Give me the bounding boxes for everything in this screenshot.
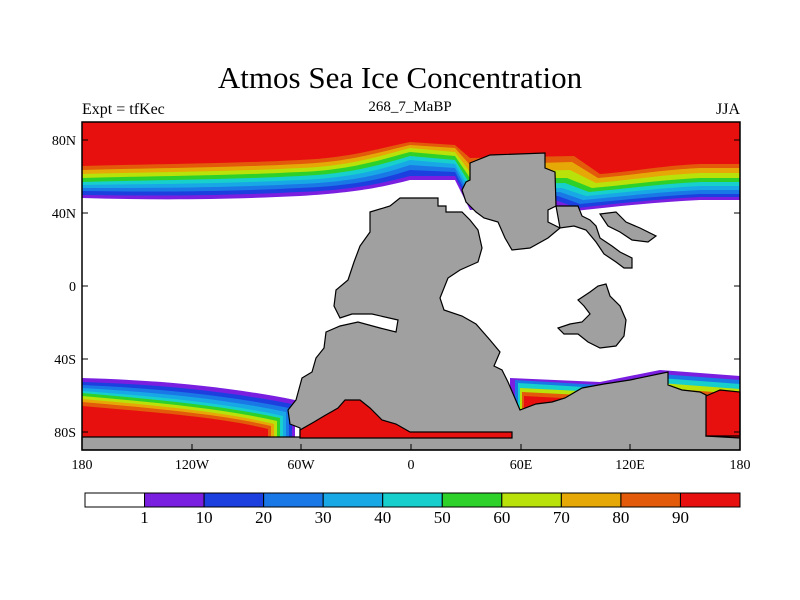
- lat-tick-0: 0: [69, 280, 76, 295]
- colorbar-swatch: [382, 492, 443, 508]
- colorbar-level-label: 30: [315, 508, 332, 527]
- colorbar-level-label: 70: [553, 508, 570, 527]
- lon-tick-0: 0: [408, 458, 415, 473]
- colorbar: 1 10 20 30 40 50 60 70 80 90: [84, 492, 741, 527]
- colorbar-level-label: 20: [255, 508, 272, 527]
- colorbar-swatch: [441, 492, 503, 508]
- lat-tick-80s: 80S: [54, 426, 76, 441]
- lon-tick-180w: 180: [72, 458, 93, 473]
- lon-tick-60w: 60W: [287, 458, 315, 473]
- experiment-label: Expt = tfKec: [82, 101, 165, 118]
- colorbar-level-label: 80: [612, 508, 629, 527]
- lat-tick-80n: 80N: [52, 134, 76, 149]
- east-island-1: [555, 205, 633, 269]
- lon-tick-180e: 180: [730, 458, 751, 473]
- southern-ice-pocket: [299, 399, 513, 439]
- northern-sea-ice: [82, 122, 740, 211]
- colorbar-swatch: [501, 492, 562, 508]
- east-island-3: [556, 283, 627, 349]
- colorbar-level-label: 1: [140, 508, 149, 527]
- east-island-2: [598, 211, 658, 243]
- map-title: Atmos Sea Ice Concentration: [217, 60, 583, 95]
- colorbar-swatch: [263, 492, 324, 508]
- season-label: JJA: [715, 101, 740, 118]
- lat-tick-40n: 40N: [52, 207, 76, 222]
- lon-tick-60e: 60E: [510, 458, 533, 473]
- lon-tick-120w: 120W: [175, 458, 210, 473]
- colorbar-level-label: 50: [434, 508, 451, 527]
- lat-tick-40s: 40S: [54, 353, 76, 368]
- lon-axis: [81, 444, 741, 450]
- colorbar-level-label: 10: [196, 508, 213, 527]
- colorbar-swatch: [620, 492, 681, 508]
- colorbar-swatch: [322, 492, 384, 508]
- colorbar-swatch: [84, 492, 146, 508]
- colorbar-swatch: [144, 492, 205, 508]
- colorbar-level-label: 90: [672, 508, 689, 527]
- colorbar-level-label: 40: [374, 508, 391, 527]
- land-mass: [81, 152, 741, 451]
- colorbar-swatch: [560, 492, 622, 508]
- colorbar-swatch: [203, 492, 265, 508]
- colorbar-swatch: [679, 492, 741, 508]
- colorbar-level-label: 60: [493, 508, 510, 527]
- time-label: 268_7_MaBP: [368, 99, 452, 115]
- southeast-ice-pocket: [705, 389, 741, 437]
- lon-tick-120e: 120E: [615, 458, 645, 473]
- lat-axis: [82, 139, 740, 433]
